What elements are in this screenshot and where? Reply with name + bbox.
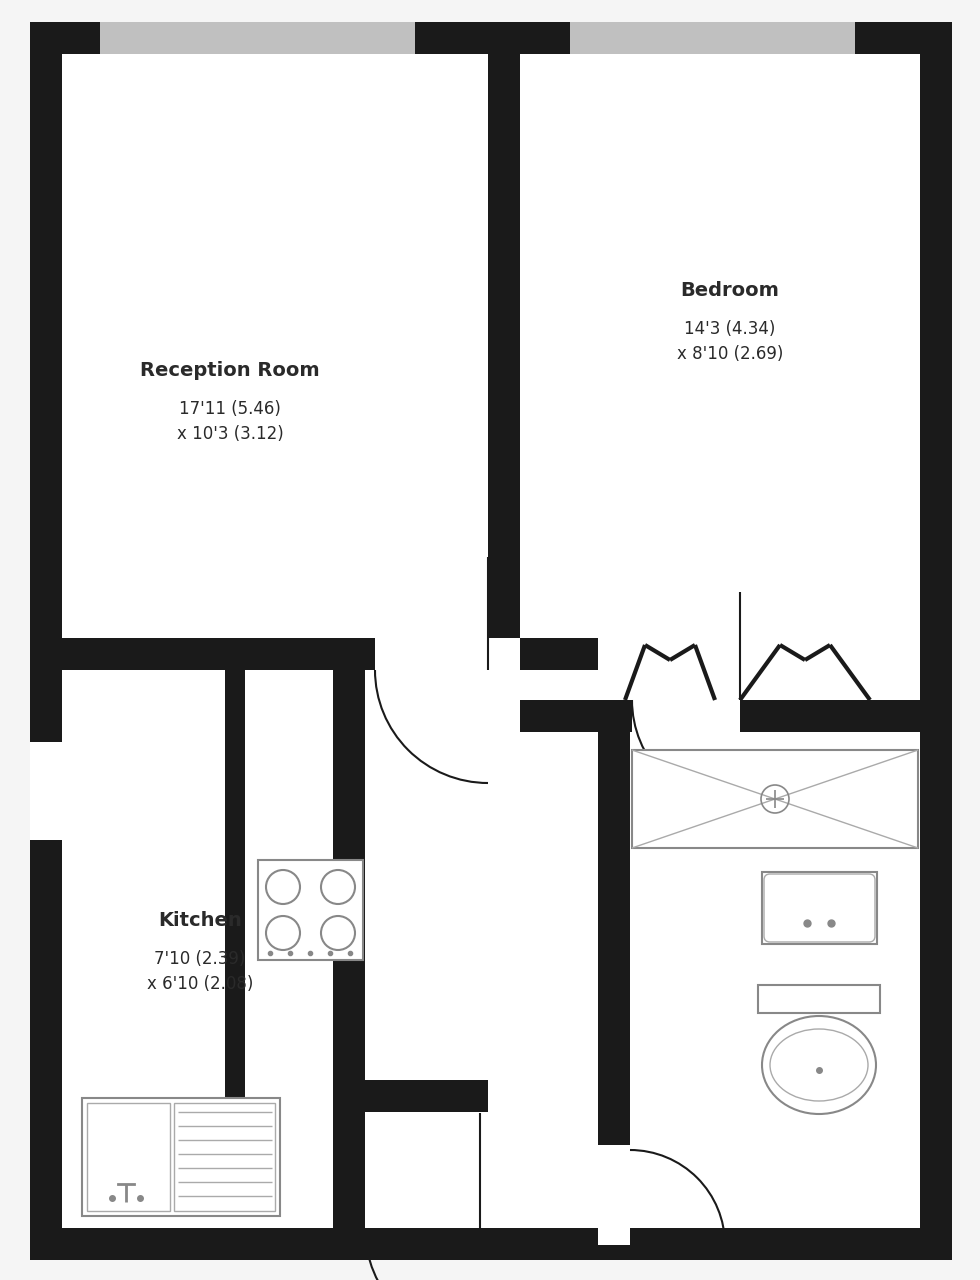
Text: 14'3 (4.34): 14'3 (4.34)	[684, 320, 776, 338]
Bar	[488, 54, 520, 637]
Bar	[333, 669, 365, 1228]
Bar	[520, 700, 920, 732]
Bar	[375, 637, 488, 669]
Bar	[100, 22, 415, 54]
Text: x 8'10 (2.69): x 8'10 (2.69)	[677, 346, 783, 364]
Circle shape	[321, 870, 355, 904]
Bar	[30, 1228, 952, 1260]
Bar	[598, 700, 630, 1228]
Bar	[225, 669, 245, 1108]
Text: Reception Room: Reception Room	[140, 361, 319, 379]
Bar	[174, 1103, 275, 1211]
Bar	[632, 750, 918, 847]
Text: x 10'3 (3.12): x 10'3 (3.12)	[176, 425, 283, 443]
Bar	[258, 860, 363, 960]
Bar	[758, 986, 880, 1012]
Bar	[632, 700, 740, 732]
Text: 17'11 (5.46): 17'11 (5.46)	[179, 399, 281, 419]
Text: x 6'10 (2.08): x 6'10 (2.08)	[147, 975, 253, 993]
Bar	[520, 637, 598, 669]
Bar	[82, 1098, 280, 1216]
Bar	[570, 22, 855, 54]
Ellipse shape	[762, 1016, 876, 1114]
Text: Kitchen: Kitchen	[158, 910, 242, 929]
Bar	[920, 22, 952, 1260]
Circle shape	[321, 916, 355, 950]
Text: 7'10 (2.39): 7'10 (2.39)	[154, 950, 246, 968]
Circle shape	[266, 916, 300, 950]
Bar	[30, 742, 62, 840]
Bar	[87, 1103, 170, 1211]
Circle shape	[266, 870, 300, 904]
Bar	[30, 22, 952, 54]
Bar	[62, 637, 488, 669]
Bar	[598, 1146, 630, 1245]
FancyBboxPatch shape	[764, 874, 875, 942]
Text: Bedroom: Bedroom	[680, 280, 779, 300]
Ellipse shape	[770, 1029, 868, 1101]
Bar	[365, 1080, 488, 1112]
Bar	[762, 872, 877, 945]
Bar	[598, 1080, 630, 1146]
Bar	[30, 22, 62, 1260]
